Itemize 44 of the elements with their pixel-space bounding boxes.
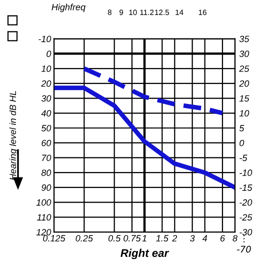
y-tick-label: 100 — [36, 199, 52, 206]
x-tick-label: 8 — [232, 235, 238, 242]
y-tick-label: 10 — [41, 66, 52, 72]
x-tick-label: 0.125 — [43, 235, 66, 242]
x-tick-label: 0.5 — [108, 235, 121, 242]
line-series — [54, 86, 235, 190]
x-tick-label: 0.75 — [124, 235, 141, 242]
y2-tick-label: -10 — [240, 170, 252, 176]
y2-tick-label: -20 — [240, 199, 252, 206]
y-tick-label: 20 — [41, 80, 52, 87]
y-tick-label: 30 — [41, 95, 52, 102]
x2-axis-title: Highfreq — [52, 4, 86, 12]
text: -70 — [237, 246, 251, 253]
y-tick-label: 70 — [42, 154, 52, 162]
y2-tick-label: 35 — [239, 36, 250, 42]
y-axis-title: Hearing level in dB HL — [9, 91, 18, 180]
y-tick-label: 110 — [37, 214, 52, 221]
y2-tick-label: 15 — [239, 95, 250, 102]
y-tick-label: 80 — [41, 170, 52, 176]
y2-tick-label: 10 — [239, 110, 250, 116]
x-tick-label: 1 — [142, 235, 146, 242]
y2-tick-label: 20 — [239, 80, 250, 87]
y2-tick-label: 30 — [239, 50, 250, 58]
y-tick-label: 60 — [42, 140, 52, 146]
y2-tick-label: -30 — [240, 229, 252, 236]
y2-tick-label: -5 — [240, 154, 248, 162]
x-axis-title: Right ear — [120, 248, 170, 260]
y-tick-label: -10 — [38, 36, 52, 42]
y-tick-label: 0 — [46, 50, 52, 58]
y2-tick-label: 25 — [239, 66, 250, 72]
x-tick-label: 2 — [172, 235, 178, 242]
y-tick-label: 120 — [36, 229, 52, 236]
x-tick-label: 0.25 — [76, 235, 93, 242]
y-tick-label: 40 — [41, 110, 52, 116]
y2-tick-label: -25 — [240, 214, 252, 221]
x-tick-label: 3 — [190, 235, 195, 242]
y2-tick-label: -15 — [240, 184, 252, 191]
y2-tick-label: 5 — [239, 125, 244, 132]
y-tick-label: 90 — [41, 184, 52, 191]
x-tick-label: 6 — [220, 235, 225, 242]
x-tick-label: 1.5 — [156, 235, 168, 242]
y-tick-label: 50 — [41, 124, 52, 132]
y2-tick-label: 0 — [240, 140, 244, 146]
x-tick-label: 4 — [202, 235, 208, 242]
